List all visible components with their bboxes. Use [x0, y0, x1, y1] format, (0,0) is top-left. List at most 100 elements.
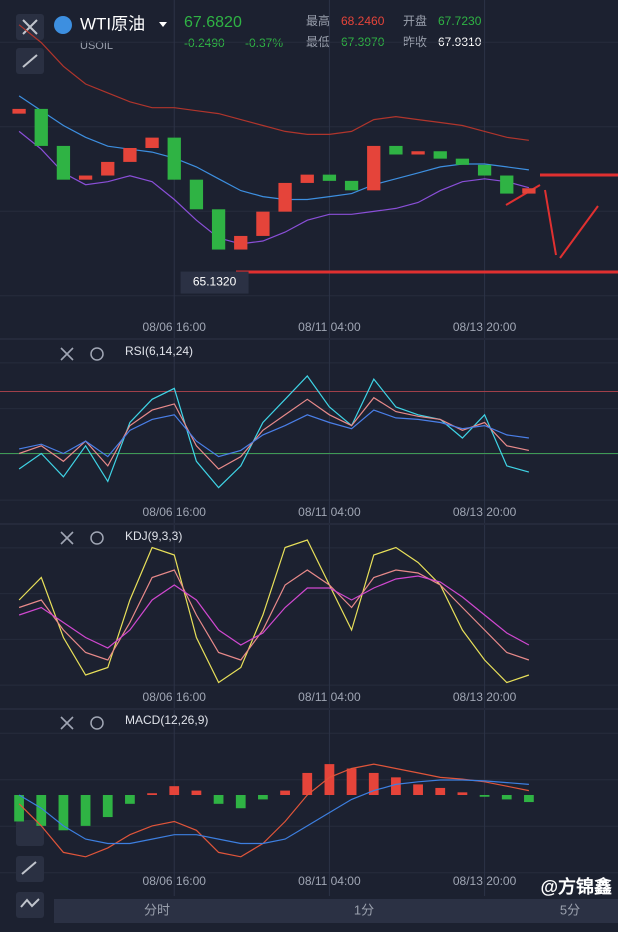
close-button[interactable]: [16, 14, 44, 40]
candle: [145, 137, 159, 148]
indicator-line: [18, 396, 530, 470]
tab-bar: [54, 899, 618, 923]
x-tick-label: 08/13 20:00: [453, 505, 517, 519]
symbol[interactable]: WTI原油: [80, 14, 145, 33]
tab[interactable]: 分时: [144, 902, 170, 917]
indicator-line: [18, 95, 529, 201]
histogram-bar: [102, 795, 113, 818]
histogram-bar: [235, 795, 246, 809]
candle: [389, 145, 403, 155]
indicator-line: [18, 24, 529, 141]
histogram-bar: [457, 792, 468, 795]
histogram-bar: [324, 764, 335, 795]
candle: [56, 145, 71, 180]
left-tools: [16, 820, 44, 918]
indicator-line: [18, 130, 530, 245]
indicator-line: [18, 575, 530, 649]
indicator-line: [18, 409, 529, 458]
settings-icon[interactable]: [90, 347, 104, 361]
histogram-bar: [125, 795, 135, 804]
dropdown-icon[interactable]: [159, 22, 167, 27]
indicator-line: [18, 539, 530, 684]
candle: [167, 137, 181, 180]
candle: [189, 179, 204, 210]
candle: [300, 174, 314, 183]
x-tick-label: 08/06 16:00: [143, 505, 207, 519]
candle: [101, 161, 115, 176]
icon: [20, 861, 40, 908]
histogram-bar: [524, 795, 534, 803]
close-icon[interactable]: [60, 716, 74, 730]
draw-tool[interactable]: [16, 48, 44, 74]
candle: [344, 180, 359, 191]
candle: [123, 147, 137, 162]
x-tick-label: 08/06 16:00: [143, 690, 207, 704]
histogram-bar: [391, 777, 401, 795]
histogram-bar: [191, 790, 202, 795]
candle: [34, 108, 48, 146]
indicator-title: KDJ(9,3,3): [125, 529, 182, 543]
low-label-bg: [180, 271, 249, 294]
tab[interactable]: 5分: [560, 902, 580, 917]
candle: [477, 164, 492, 176]
histogram-bar: [36, 795, 47, 826]
histogram-bar: [302, 772, 313, 795]
candle: [211, 209, 226, 250]
x-tick-label: 08/11 04:00: [298, 320, 361, 334]
histogram-bar: [58, 795, 69, 831]
indicator-title: RSI(6,14,24): [125, 344, 193, 358]
histogram-bar: [501, 795, 512, 800]
settings-icon[interactable]: [90, 716, 104, 730]
x-tick-label: 08/06 16:00: [143, 874, 207, 888]
histogram-bar: [346, 768, 357, 795]
panel-controls: [60, 347, 104, 730]
stat-label: 开盘: [403, 13, 427, 28]
icon: [22, 54, 38, 68]
stat-label: 最高: [306, 13, 330, 28]
close-icon[interactable]: [60, 531, 74, 545]
x-tick-label: 08/06 16:00: [143, 320, 207, 334]
candle: [256, 211, 270, 236]
indicator-line: [18, 763, 530, 858]
indicator-line: [18, 569, 530, 661]
icon: [22, 19, 38, 35]
indicator-line: [18, 779, 529, 845]
x-tick-label: 08/13 20:00: [453, 690, 517, 704]
histogram-bar: [213, 795, 224, 804]
x-tick-label: 08/13 20:00: [453, 874, 517, 888]
histogram-bar: [368, 772, 379, 795]
change-pct: -0.37%: [245, 36, 283, 50]
x-tick-label: 08/11 04:00: [298, 874, 361, 888]
candle: [234, 235, 248, 250]
histogram-bar: [280, 790, 290, 795]
low-label: 65.1320: [193, 275, 237, 289]
histogram-bar: [14, 795, 24, 822]
candle: [433, 151, 447, 159]
change: -0.2490: [184, 36, 225, 50]
histogram-bar: [435, 787, 446, 795]
stat-value: 68.2460: [341, 14, 385, 28]
candle: [322, 174, 337, 181]
histogram-bar: [413, 784, 423, 795]
tab[interactable]: 1分: [354, 902, 374, 917]
histogram-bar: [80, 795, 91, 826]
histogram-bar: [147, 793, 157, 795]
histogram-bar: [479, 795, 490, 797]
watermark: @方锦鑫: [540, 876, 612, 897]
candle: [278, 182, 292, 212]
close-icon[interactable]: [60, 347, 74, 361]
x-tick-label: 08/11 04:00: [298, 690, 361, 704]
candle: [411, 151, 425, 155]
stat-value: 67.7230: [438, 14, 482, 28]
code: USOIL: [80, 40, 113, 52]
logo: [54, 16, 72, 34]
candle: [500, 175, 514, 194]
tool-button[interactable]: [16, 820, 44, 846]
price: 67.6820: [184, 14, 242, 31]
tool-button[interactable]: [16, 856, 44, 882]
candle: [367, 145, 381, 191]
settings-icon[interactable]: [90, 531, 104, 545]
indicator-line: [18, 375, 530, 489]
